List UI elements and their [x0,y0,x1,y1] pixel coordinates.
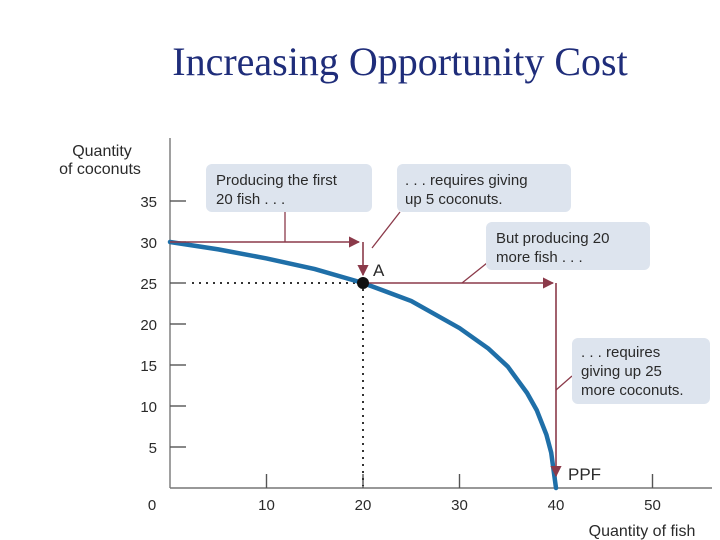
slide-title: Increasing Opportunity Cost [172,39,628,84]
callout-1-line-1: Producing the first [216,172,338,189]
x-tick-label-30: 30 [451,497,468,514]
y-tick-label-5: 5 [149,440,157,457]
y-tick-label-20: 20 [140,317,157,334]
y-tick-label-10: 10 [140,399,157,416]
callout-4-line-3: more coconuts. [581,382,684,399]
callout-4-line-1: . . . requires [581,344,660,361]
y-tick-label-35: 35 [140,194,157,211]
point-a-label: A [373,261,385,280]
point-a-marker [357,277,369,289]
leader-line-2 [371,211,401,249]
x-tick-label-40: 40 [548,497,565,514]
y-tick-label-15: 15 [140,358,157,375]
x-tick-label-0: 0 [148,497,156,514]
x-ticks: 0 10 20 30 40 50 [148,474,661,514]
leader-line-3 [461,262,488,284]
callout-2-line-2: up 5 coconuts. [405,191,503,208]
y-tick-label-30: 30 [140,235,157,252]
y-ticks: 5 10 15 20 25 30 35 [140,194,186,457]
callout-4-line-2: giving up 25 [581,363,662,380]
x-tick-label-20: 20 [355,497,372,514]
callout-first-20-fish: Producing the first 20 fish . . . [206,164,372,212]
callout-2-line-1: . . . requires giving [405,172,528,189]
y-axis-label-line2: of coconuts [59,161,141,178]
leader-line-4 [555,375,573,391]
ppf-label: PPF [568,465,601,484]
x-axis-label: Quantity of fish [589,523,696,540]
callout-more-20-fish: But producing 20 more fish . . . [486,222,650,270]
x-tick-label-50: 50 [644,497,661,514]
callout-3-line-1: But producing 20 [496,230,609,247]
callout-give-up-5: . . . requires giving up 5 coconuts. [397,164,571,212]
y-tick-label-25: 25 [140,276,157,293]
callout-1-line-2: 20 fish . . . [216,191,285,208]
callout-give-up-25: . . . requires giving up 25 more coconut… [572,338,710,404]
y-axis-label-line1: Quantity [72,143,132,160]
x-tick-label-10: 10 [258,497,275,514]
callout-3-line-2: more fish . . . [496,249,583,266]
ppf-curve [167,239,559,491]
